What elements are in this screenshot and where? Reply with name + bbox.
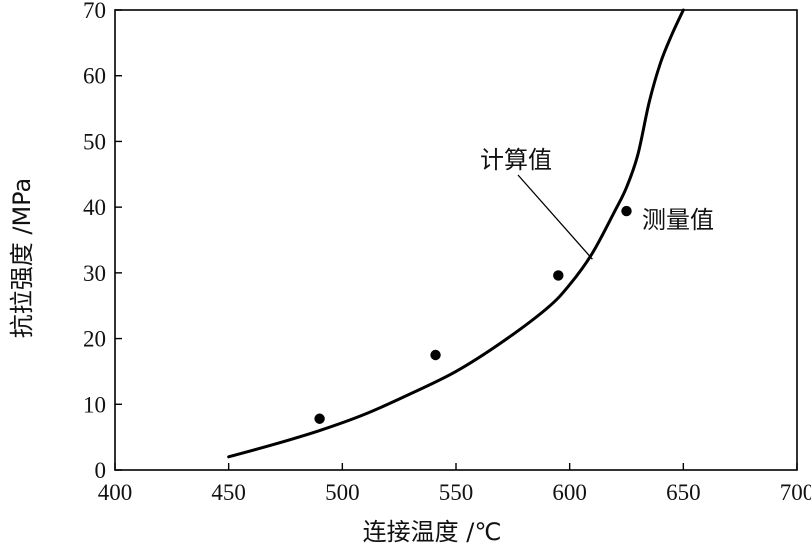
plot-frame xyxy=(114,9,798,471)
y-tick-label: 0 xyxy=(95,458,107,483)
calculated-curve xyxy=(227,8,685,459)
x-tick-label: 500 xyxy=(325,480,360,505)
measured-point xyxy=(314,413,325,424)
y-tick-label: 40 xyxy=(83,195,106,220)
y-axis-ticks: 0 10 20 30 40 50 60 70 xyxy=(83,0,122,483)
y-tick-label: 70 xyxy=(83,0,106,23)
y-tick-label: 50 xyxy=(83,129,106,154)
x-tick-label: 650 xyxy=(666,480,701,505)
x-axis-title: 连接温度 /℃ xyxy=(363,518,502,546)
measured-point xyxy=(621,205,632,217)
x-tick-label: 400 xyxy=(98,480,133,505)
measured-value-label: 测量值 xyxy=(642,206,714,234)
annotations: 计算值 测量值 xyxy=(480,146,714,260)
x-tick-label: 450 xyxy=(211,480,246,505)
y-axis-title: 抗拉强度 /MPa xyxy=(8,178,36,339)
x-tick-label: 700 xyxy=(780,480,811,505)
x-tick-label: 600 xyxy=(552,480,587,505)
y-tick-label: 30 xyxy=(83,261,106,286)
y-tick-label: 20 xyxy=(83,327,106,352)
series-layer xyxy=(227,8,685,459)
x-axis-ticks: 400 450 500 550 600 650 700 xyxy=(98,463,811,505)
calculated-value-label: 计算值 xyxy=(480,146,552,174)
y-tick-label: 10 xyxy=(83,392,106,417)
calculated-label-leader xyxy=(517,174,593,260)
measured-point xyxy=(430,349,441,361)
x-tick-label: 550 xyxy=(439,480,474,505)
y-tick-label: 60 xyxy=(83,64,106,89)
measured-point xyxy=(553,270,564,281)
